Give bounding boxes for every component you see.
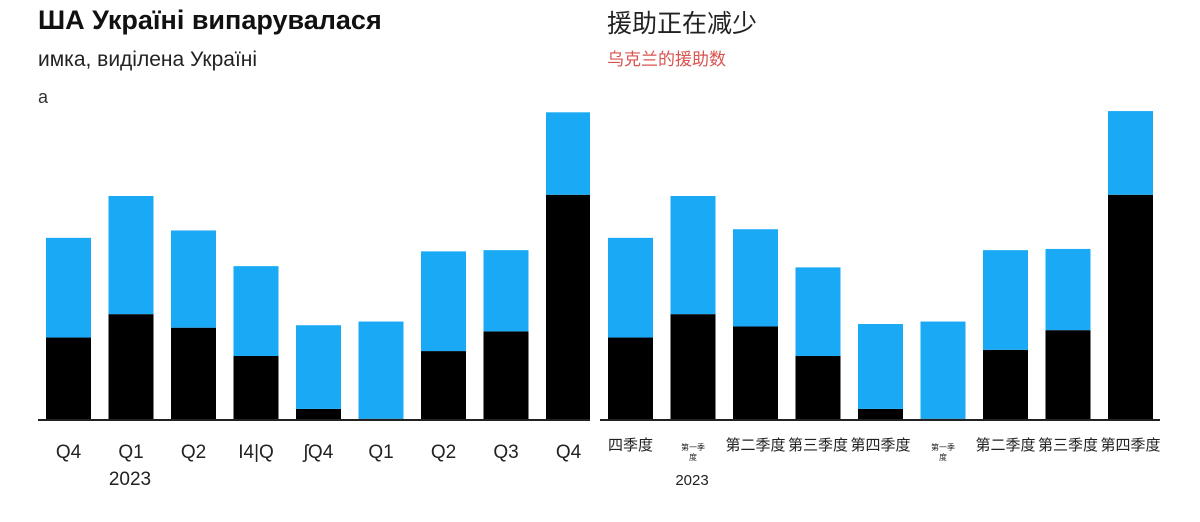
bar-segment-blue-3 [233,266,279,356]
chart-panel-ukrainian: ША Україні випарувалася имка, виділена У… [0,0,590,522]
bar-segment-blue-5 [920,321,966,419]
chart-subtitle-fragment: а [38,87,49,107]
bar-segment-blue-6 [983,250,1028,350]
bar-segment-black-0 [608,337,653,420]
bar-segment-black-2 [733,326,778,420]
bar-segment-blue-4 [858,324,903,409]
bar-segment-black-6 [983,349,1028,420]
bar-segment-black-7 [483,331,529,420]
bar-segment-blue-2 [733,229,778,327]
x-tick-label-6: Q2 [431,442,456,463]
bar-segment-black-8 [1108,194,1153,420]
bar-segment-blue-0 [608,237,653,338]
x-tick-label-0: Q4 [56,442,82,463]
chart-panel-chinese: 援助正在减少 乌克兰的援助数 四季度 第一季度 第二季度 第三季度 第四季度 第一季度 第二… [600,0,1200,522]
bar-segment-blue-0 [46,237,91,338]
bar-segment-blue-3 [795,267,841,356]
chart-subtitle: имка, виділена Україні [38,48,258,71]
year-label: 2023 [675,472,708,489]
x-tick-label-4: 第四季度 [850,436,910,454]
bar-segment-blue-2 [171,230,216,328]
x-tick-label-3: Ι4|Q [238,442,274,463]
bar-segment-blue-8 [1108,111,1153,195]
bar-segment-black-7 [1045,330,1091,420]
x-tick-label-8: Q4 [556,442,582,463]
bar-segment-blue-4 [296,325,341,409]
bar-segment-blue-6 [421,251,466,352]
bar-segment-black-0 [46,337,91,420]
x-tick-label-1: Q1 [118,442,143,463]
bar-segment-black-3 [795,356,841,420]
bar-segment-blue-1 [670,196,716,315]
year-label: 2023 [109,469,151,490]
x-tick-label-6: 第二季度 [975,436,1035,454]
x-tick-label-3: 第三季度 [788,436,848,454]
x-tick-label-0: 四季度 [608,437,653,454]
x-tick-label-5: 第一季度 [931,442,955,462]
bar-segment-black-6 [421,351,466,420]
bar-segment-black-3 [233,356,279,420]
x-tick-label-1: 第一季度 [681,442,705,462]
bar-segment-black-8 [546,194,590,420]
x-tick-label-8: 第四季度 [1100,436,1160,454]
bar-segment-blue-5 [358,321,404,419]
bar-segment-black-1 [670,314,716,420]
chart-title: 援助正在减少 [607,9,758,38]
bar-segment-black-1 [108,314,154,420]
x-tick-label-4: ʃQ4 [302,442,334,463]
stacked-bar-chart-left: Q4 Q1 Q2 Ι4|Q ʃQ4 Q1 Q2 Q3 Q4 2023 [38,112,590,490]
x-tick-label-5: Q1 [368,442,393,463]
bar-segment-blue-8 [546,112,590,195]
x-tick-label-2: 第二季度 [725,436,785,454]
bar-segment-blue-7 [483,250,529,332]
x-tick-label-7: Q3 [493,442,518,463]
bar-segment-black-2 [171,327,216,420]
bar-segment-blue-1 [108,196,154,315]
bar-segment-blue-7 [1045,248,1091,331]
bar-segment-black-4 [858,408,903,420]
x-tick-label-7: 第三季度 [1038,436,1098,454]
chart-title: ША Україні випарувалася [38,5,382,35]
bar-segment-black-4 [296,408,341,420]
x-tick-label-2: Q2 [181,442,206,463]
chart-subtitle: 乌克兰的援助数 [607,50,726,70]
